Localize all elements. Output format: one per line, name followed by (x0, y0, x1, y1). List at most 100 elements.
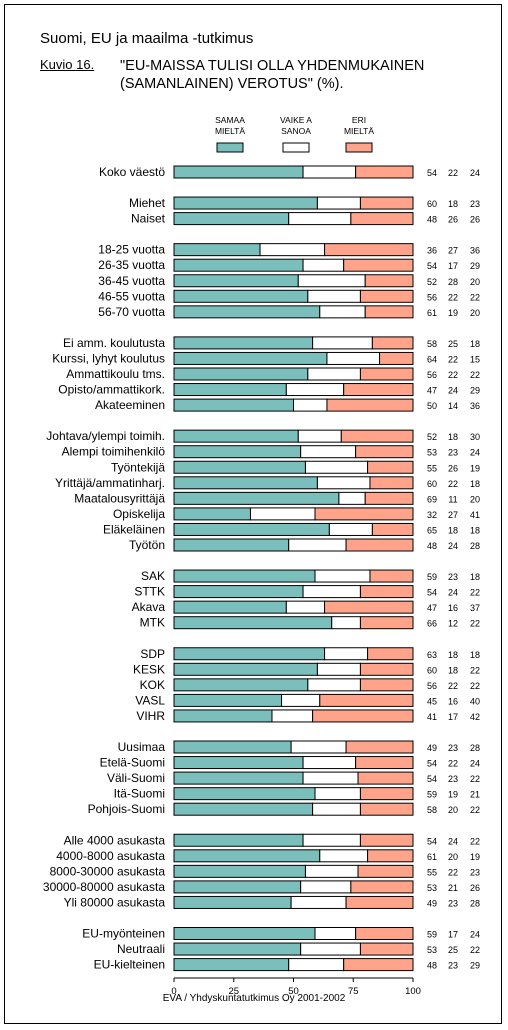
data-label: 19 (448, 308, 458, 318)
bar-vaikea (319, 305, 366, 319)
bar-samaa (173, 942, 302, 956)
data-label: 45 (427, 696, 437, 706)
data-label: 22 (470, 292, 480, 302)
row-label: EU-kielteinen (94, 958, 165, 972)
data-label: 59 (427, 572, 437, 582)
bar-samaa (173, 849, 321, 863)
data-label: 53 (427, 883, 437, 893)
bar-vaikea (316, 196, 361, 210)
data-label: 47 (427, 603, 437, 613)
bar-samaa (173, 662, 318, 676)
data-label: 54 (427, 774, 437, 784)
bar-eri (350, 880, 414, 894)
bar-vaikea (304, 864, 359, 878)
data-label: 54 (427, 759, 437, 769)
row-label: Eläkeläinen (103, 522, 165, 536)
row-label: Etelä-Suomi (100, 756, 165, 770)
legend-swatch (345, 142, 373, 153)
data-label: 40 (470, 696, 480, 706)
bar-vaikea (302, 771, 359, 785)
row-label: Alempi toimihenkilö (62, 445, 166, 459)
data-label: 21 (448, 883, 458, 893)
data-label: 16 (448, 603, 458, 613)
data-label: 54 (427, 261, 437, 271)
bar-samaa (173, 880, 302, 894)
data-label: 59 (427, 790, 437, 800)
bar-eri (359, 289, 414, 303)
row-label: Työntekijä (111, 460, 165, 474)
data-label: 54 (427, 588, 437, 598)
x-tick-label: 25 (228, 986, 239, 997)
bar-vaikea (297, 429, 342, 443)
bar-vaikea (288, 958, 345, 972)
data-label: 22 (448, 759, 458, 769)
bar-samaa (173, 895, 292, 909)
bar-eri (364, 274, 414, 288)
data-label: 27 (448, 510, 458, 520)
bar-samaa (173, 383, 287, 397)
data-label: 22 (448, 354, 458, 364)
data-label: 24 (448, 588, 458, 598)
data-label: 41 (427, 712, 437, 722)
bar-samaa (173, 569, 316, 583)
bar-eri (326, 398, 414, 412)
bar-eri (343, 258, 414, 272)
data-label: 58 (427, 805, 437, 815)
data-label: 36 (470, 246, 480, 256)
bar-eri (355, 445, 414, 459)
row-label: 30000-80000 asukasta (43, 880, 165, 894)
bar-eri (355, 756, 414, 770)
data-label: 64 (427, 354, 437, 364)
row-label: 56-70 vuotta (98, 305, 165, 319)
bar-samaa (173, 833, 304, 847)
data-label: 22 (448, 681, 458, 691)
data-label: 32 (427, 510, 437, 520)
bar-vaikea (293, 398, 328, 412)
bar-vaikea (326, 351, 381, 365)
bar-samaa (173, 367, 309, 381)
data-label: 19 (470, 463, 480, 473)
bar-vaikea (338, 491, 366, 505)
x-tick-label: 75 (348, 986, 359, 997)
data-label: 24 (448, 836, 458, 846)
data-label: 48 (427, 215, 437, 225)
row-label: 8000-30000 asukasta (50, 864, 166, 878)
bar-samaa (173, 771, 304, 785)
bar-eri (359, 833, 414, 847)
data-label: 19 (448, 790, 458, 800)
bar-vaikea (271, 709, 314, 723)
legend-swatch (216, 142, 244, 153)
bar-eri (359, 802, 414, 816)
bar-samaa (173, 212, 290, 226)
data-label: 21 (470, 790, 480, 800)
data-label: 56 (427, 292, 437, 302)
bar-eri (367, 460, 414, 474)
bar-eri (371, 522, 414, 536)
data-label: 48 (427, 541, 437, 551)
bar-vaikea (302, 585, 361, 599)
row-label: KOK (140, 678, 165, 692)
bar-eri (369, 476, 414, 490)
data-label: 55 (427, 463, 437, 473)
bar-samaa (173, 445, 302, 459)
data-label: 11 (448, 494, 457, 504)
bar-samaa (173, 165, 304, 179)
legend-label: SAMAA (215, 115, 245, 125)
bar-vaikea (285, 600, 326, 614)
data-label: 60 (427, 479, 437, 489)
bar-eri (324, 243, 414, 257)
row-label: VIHR (136, 709, 165, 723)
data-label: 26 (448, 463, 458, 473)
legend-label: MIELTÄ (215, 126, 245, 136)
data-label: 12 (448, 619, 458, 629)
data-label: 20 (470, 308, 480, 318)
data-label: 36 (470, 401, 480, 411)
bar-vaikea (319, 849, 369, 863)
bar-eri (355, 927, 414, 940)
bar-vaikea (290, 740, 347, 754)
data-label: 22 (448, 867, 458, 877)
data-label: 23 (448, 743, 458, 753)
bar-samaa (173, 476, 318, 490)
bar-eri (312, 709, 414, 723)
